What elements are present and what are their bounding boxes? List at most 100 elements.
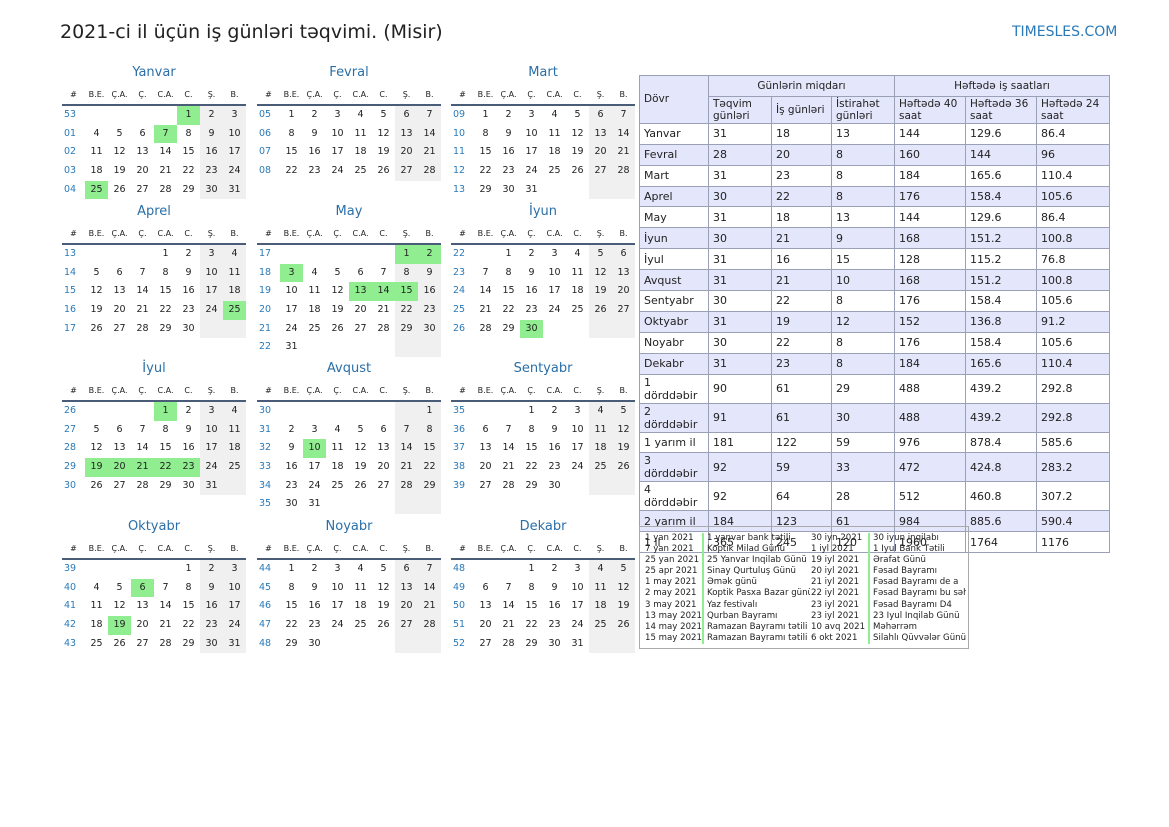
week-number: 06 [259, 127, 272, 139]
week-number: 20 [259, 304, 272, 316]
site-link[interactable]: TIMESLES.COM [1012, 24, 1118, 40]
month-12: Dekabr # B.E. Ç.A. Ç. C.A. C. Ş. B. 48 1 2 3 4 5 49 6 7 8 9… [451, 518, 635, 654]
day-cell: 7 [418, 106, 441, 125]
day-cell: 30 [548, 479, 561, 491]
day-cell [349, 402, 372, 421]
holiday-name: Fəsad Bayramı [868, 566, 966, 578]
day-cell: 28 [136, 322, 149, 334]
day-cell: 24 [285, 322, 298, 334]
week-number: 30 [64, 479, 77, 491]
week-number: 45 [259, 581, 272, 593]
day-cell [543, 181, 566, 200]
day-cell: 3 [551, 248, 558, 259]
table-cell: 1960 [894, 531, 966, 554]
table-cell: 307.2 [1036, 481, 1110, 512]
day-cell: 9 [311, 127, 318, 139]
table-cell: 61 [771, 402, 832, 433]
table-cell: 292.8 [1036, 402, 1110, 433]
day-cell [497, 402, 520, 421]
day-cell: 19 [331, 304, 344, 316]
month-11: Noyabr # B.E. Ç.A. Ç. C.A. C. Ş. B. 44 1 2 3 4 5 6 7 45 8 9… [257, 518, 441, 654]
day-cell: 14 [418, 124, 441, 144]
day-cell: 16 [182, 285, 195, 297]
week-number: 13 [453, 183, 466, 195]
holiday-date: 7 yan 2021 [645, 544, 694, 555]
day-cell: 9 [200, 124, 223, 144]
month-name: Noyabr [325, 519, 373, 534]
month-name: Fevral [329, 65, 369, 80]
week-number: 14 [64, 266, 77, 278]
day-cell: 18 [331, 461, 344, 473]
table-row: 1 yarım il 181 122 59 976 878.4 585.6 [639, 431, 1110, 454]
day-cell: 30 [502, 183, 515, 195]
holiday-date: 22 iyl 2021 [811, 588, 860, 599]
day-cell: 30 [182, 479, 195, 491]
week-number: 17 [64, 322, 77, 334]
day-cell: 15 [285, 600, 298, 612]
day-cell: 14 [159, 600, 172, 612]
day-cell [154, 106, 177, 125]
day-cell: 13 [612, 263, 635, 283]
day-cell [349, 338, 372, 357]
day-cell: 21 [612, 143, 635, 163]
day-cell: 24 [331, 619, 344, 631]
day-cell: 26 [90, 479, 103, 491]
weekday-header: # [257, 382, 280, 402]
column-header: İstirahət günləri [831, 95, 895, 124]
holiday-date: 2 may 2021 [645, 588, 697, 599]
day-cell: 12 [377, 127, 390, 139]
day-cell [108, 106, 131, 125]
day-cell: 28 [377, 322, 390, 334]
day-cell: 23 [548, 619, 561, 631]
table-cell: 144 [894, 206, 966, 229]
weekday-header: B.E. [474, 382, 497, 402]
week-number: 08 [259, 165, 272, 177]
table-cell: 30 [708, 227, 772, 250]
day-cell: 24 [571, 619, 584, 631]
weekday-header: Ş. [395, 225, 418, 245]
weekday-header: B. [612, 382, 635, 402]
day-cell: 12 [571, 127, 584, 139]
table-row: Mart 31 23 8 184 165.6 110.4 [639, 164, 1110, 187]
day-cell: 21 [136, 304, 149, 316]
table-cell: Yanvar [639, 122, 709, 145]
day-cell [303, 402, 326, 421]
day-cell: 31 [200, 476, 223, 496]
day-cell: 31 [571, 637, 584, 649]
day-cell: 11 [589, 578, 612, 598]
weekday-header: # [62, 225, 85, 245]
weekday-header: C. [372, 225, 395, 245]
day-cell: 4 [223, 402, 246, 421]
day-cell [280, 402, 303, 421]
table-cell: 16 [771, 248, 832, 271]
weekday-header: B.E. [474, 225, 497, 245]
week-number: 22 [259, 341, 272, 353]
day-cell [612, 634, 635, 654]
week-number: 13 [64, 248, 77, 259]
day-cell: 19 [85, 458, 108, 477]
week-number: 19 [259, 285, 272, 297]
day-cell: 15 [285, 146, 298, 158]
day-cell: 21 [131, 458, 154, 477]
day-cell: 18 [589, 597, 612, 617]
day-cell: 28 [418, 162, 441, 181]
day-cell: 5 [574, 109, 581, 120]
month-10: Oktyabr # B.E. Ç.A. Ç. C.A. C. Ş. B. 39 1 2 3 40 4 5 6 7 8… [62, 518, 246, 654]
day-cell: 10 [571, 581, 584, 593]
day-cell [349, 495, 372, 514]
day-cell: 4 [551, 109, 558, 120]
day-cell: 24 [223, 616, 246, 635]
day-cell: 2 [185, 248, 192, 259]
day-cell: 7 [395, 420, 418, 440]
day-cell: 12 [612, 578, 635, 598]
weekday-header: B. [223, 382, 246, 402]
table-cell: 122 [771, 431, 832, 454]
day-cell: 10 [223, 124, 246, 144]
table-cell: 86.4 [1036, 206, 1110, 229]
table-cell: 96 [1036, 143, 1110, 166]
weekday-header: C.A. [154, 86, 177, 106]
week-number: 51 [453, 619, 466, 631]
holiday-date: 23 iyl 2021 [811, 610, 860, 621]
weekday-header: Ş. [200, 382, 223, 402]
day-cell: 6 [589, 106, 612, 125]
